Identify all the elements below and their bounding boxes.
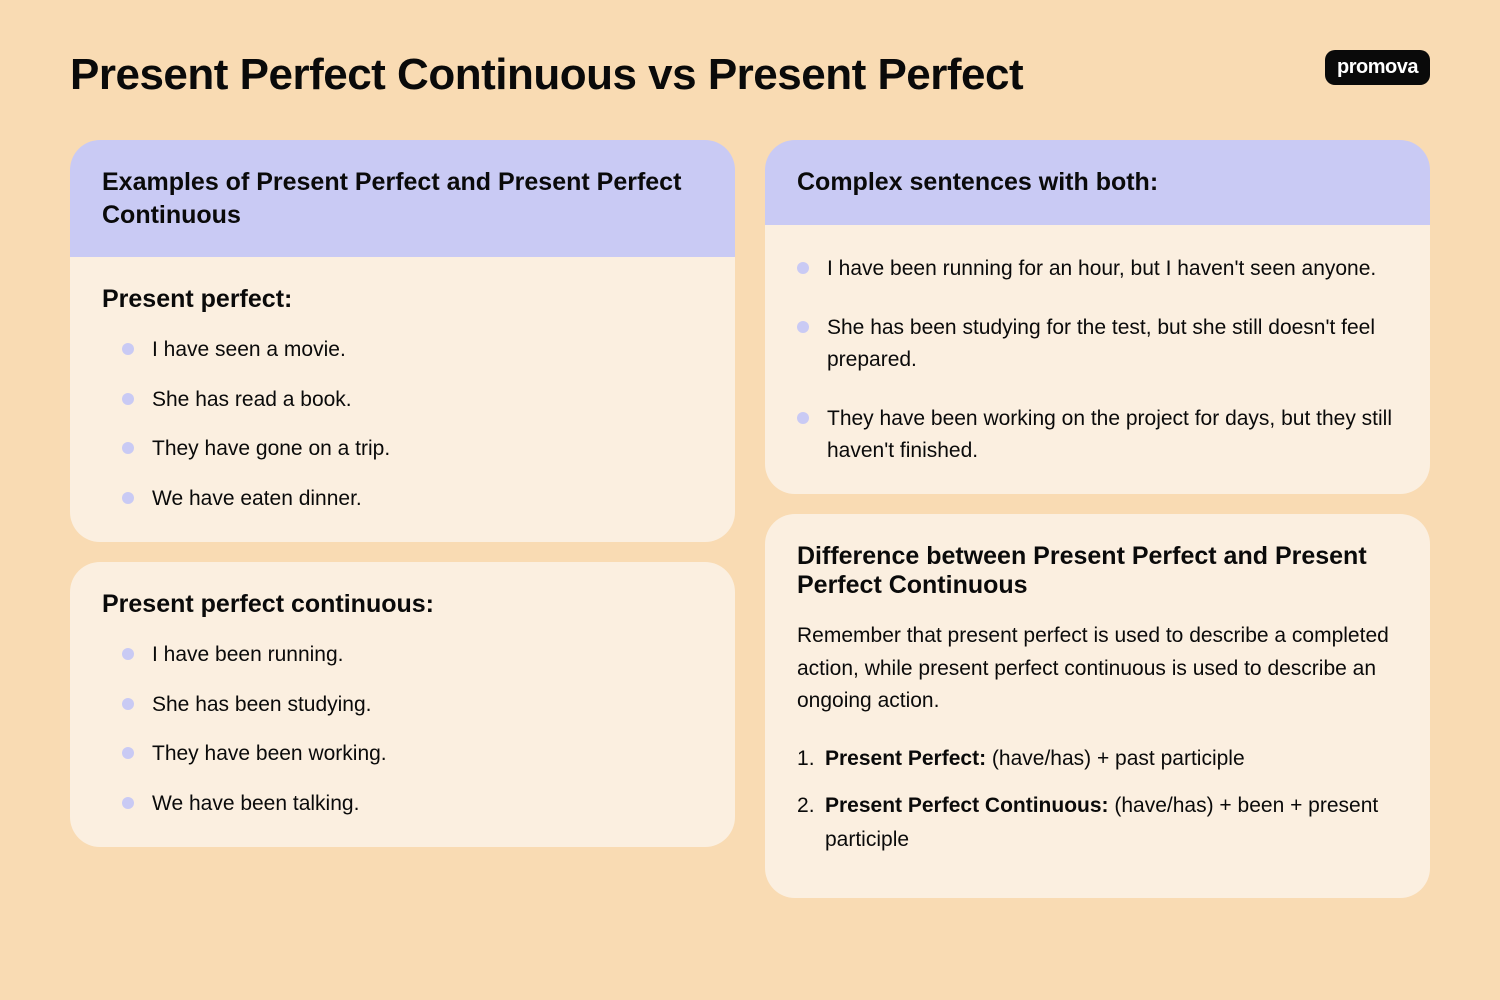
bullet-icon [122,648,134,660]
list-text: They have been working on the project fo… [827,403,1398,466]
bullet-icon [122,442,134,454]
list-item: I have seen a movie. [122,334,703,366]
rule-rest: (have/has) + past participle [986,747,1245,770]
bullet-icon [797,321,809,333]
examples-header: Examples of Present Perfect and Present … [70,140,735,257]
bullet-icon [797,262,809,274]
list-text: I have been running. [152,639,343,671]
columns: Examples of Present Perfect and Present … [70,140,1430,898]
list-item: She has been studying. [122,689,703,721]
rule-lead: Present Perfect: [825,747,986,770]
difference-title: Difference between Present Perfect and P… [797,542,1398,600]
list-item: They have gone on a trip. [122,433,703,465]
brand-logo: promova [1325,50,1430,85]
list-text: They have gone on a trip. [152,433,390,465]
page-title: Present Perfect Continuous vs Present Pe… [70,50,1023,100]
list-text: I have seen a movie. [152,334,346,366]
ppc-list: I have been running. She has been studyi… [102,639,703,819]
complex-group: Complex sentences with both: I have been… [765,140,1430,494]
complex-list: I have been running for an hour, but I h… [797,253,1398,467]
bullet-icon [122,492,134,504]
present-perfect-title: Present perfect: [102,285,703,314]
list-item: We have eaten dinner. [122,483,703,515]
list-item: We have been talking. [122,788,703,820]
list-text: She has been studying. [152,689,372,721]
list-text: She has read a book. [152,384,352,416]
header-row: Present Perfect Continuous vs Present Pe… [70,50,1430,100]
difference-body: Remember that present perfect is used to… [797,620,1398,718]
bullet-icon [122,698,134,710]
bullet-icon [122,343,134,355]
examples-group: Examples of Present Perfect and Present … [70,140,735,542]
list-item: I have been running for an hour, but I h… [797,253,1398,285]
complex-card: I have been running for an hour, but I h… [765,225,1430,495]
bullet-icon [122,393,134,405]
complex-header: Complex sentences with both: [765,140,1430,225]
present-perfect-list: I have seen a movie. She has read a book… [102,334,703,514]
list-text: She has been studying for the test, but … [827,312,1398,375]
list-item: I have been running. [122,639,703,671]
list-text: I have been running for an hour, but I h… [827,253,1376,285]
difference-card: Difference between Present Perfect and P… [765,514,1430,898]
rule-item: Present Perfect Continuous: (have/has) +… [797,789,1398,856]
list-item: They have been working on the project fo… [797,403,1398,466]
left-column: Examples of Present Perfect and Present … [70,140,735,898]
present-perfect-card: Present perfect: I have seen a movie. Sh… [70,257,735,542]
right-column: Complex sentences with both: I have been… [765,140,1430,898]
rule-item: Present Perfect: (have/has) + past parti… [797,742,1398,776]
list-text: We have eaten dinner. [152,483,362,515]
list-text: They have been working. [152,738,387,770]
rule-lead: Present Perfect Continuous: [825,794,1109,817]
list-item: They have been working. [122,738,703,770]
rules-list: Present Perfect: (have/has) + past parti… [797,742,1398,857]
list-item: She has been studying for the test, but … [797,312,1398,375]
ppc-title: Present perfect continuous: [102,590,703,619]
bullet-icon [797,412,809,424]
list-text: We have been talking. [152,788,359,820]
present-perfect-continuous-card: Present perfect continuous: I have been … [70,562,735,847]
list-item: She has read a book. [122,384,703,416]
bullet-icon [122,747,134,759]
bullet-icon [122,797,134,809]
